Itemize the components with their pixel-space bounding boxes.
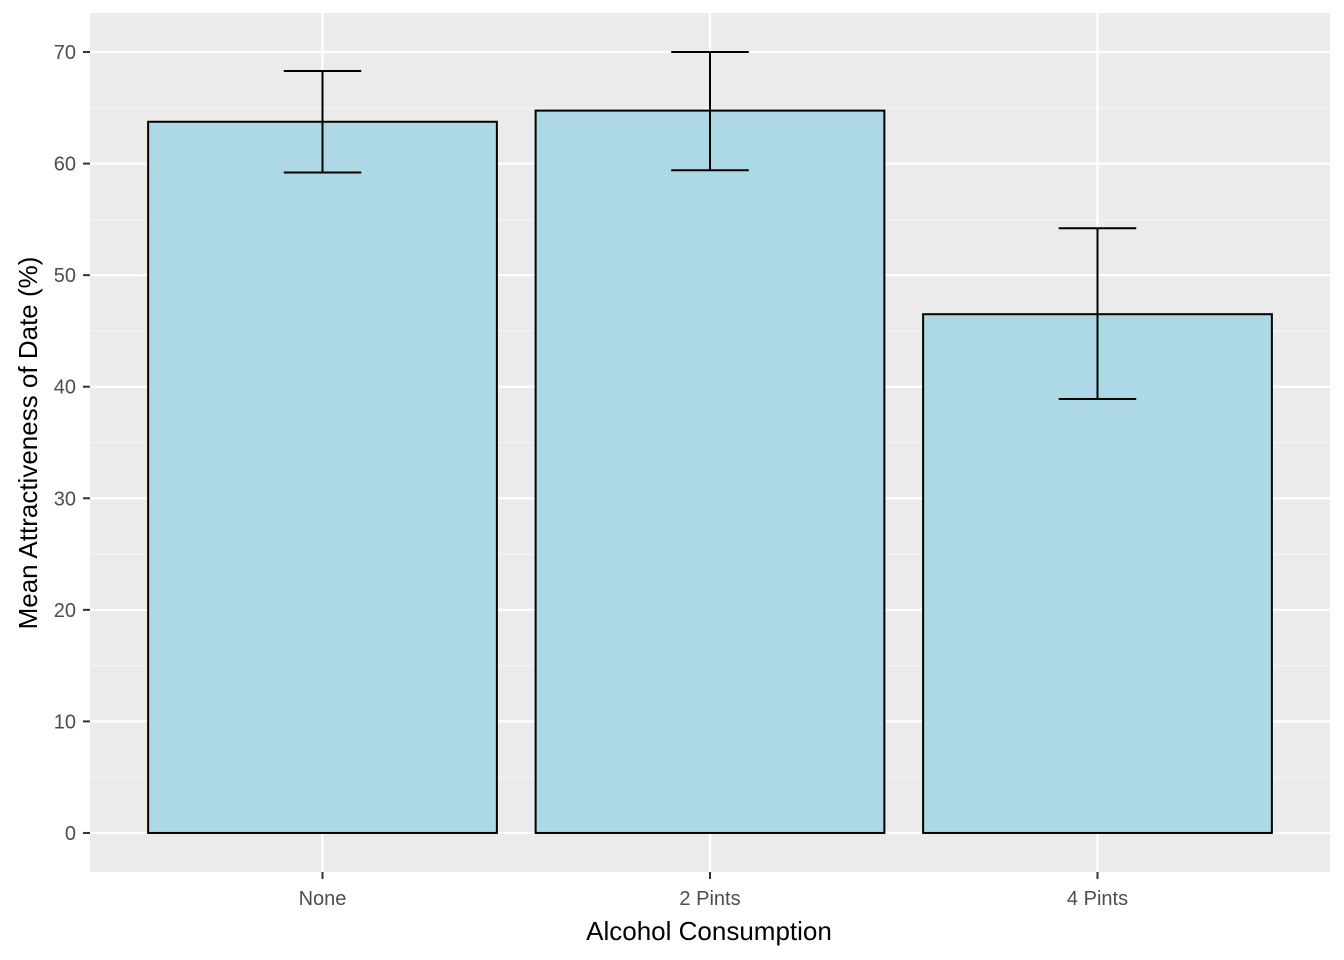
bar-4-pints [922,313,1273,834]
y-tick-label: 50 [54,265,76,287]
x-axis-title: Alcohol Consumption [586,916,832,946]
y-axis: 0 10 20 30 40 50 60 70 [54,42,90,845]
x-tick-label: 2 Pints [679,888,740,910]
error-bar [283,70,362,174]
y-tick-label: 70 [54,42,76,64]
y-tick-label: 0 [65,823,76,845]
y-tick-label: 60 [54,154,76,176]
bars [147,109,1273,834]
y-axis-title: Mean Attractiveness of Date (%) [13,257,43,630]
y-tick-label: 40 [54,377,76,399]
bar-none [147,120,498,834]
y-tick-label: 30 [54,488,76,510]
error-bars [283,51,1137,400]
bar-2-pints [534,109,886,834]
y-tick-label: 10 [54,711,76,733]
x-tick-label: 4 Pints [1067,888,1128,910]
y-tick-label: 20 [54,600,76,622]
x-axis: None 2 Pints 4 Pints [299,872,1128,910]
error-bar [1058,227,1137,400]
error-bar [671,51,749,172]
x-tick-label: None [299,888,347,910]
